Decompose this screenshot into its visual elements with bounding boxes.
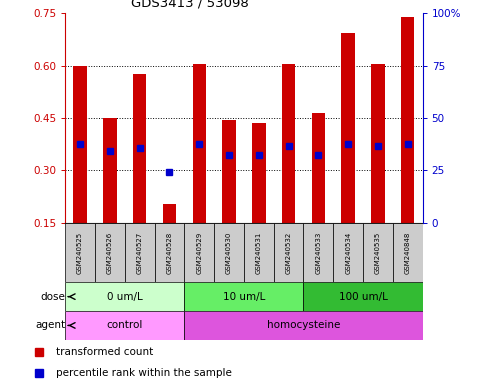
- Text: agent: agent: [35, 320, 65, 331]
- Bar: [312, 113, 325, 223]
- Bar: [103, 118, 116, 223]
- Text: GDS3413 / 53098: GDS3413 / 53098: [131, 0, 249, 9]
- Bar: [185, 282, 303, 311]
- Bar: [95, 223, 125, 282]
- Bar: [274, 223, 303, 282]
- Bar: [393, 223, 423, 282]
- Text: GSM240525: GSM240525: [77, 232, 83, 273]
- Text: GSM240528: GSM240528: [167, 231, 172, 274]
- Text: homocysteine: homocysteine: [267, 320, 340, 331]
- Bar: [133, 74, 146, 223]
- Bar: [244, 223, 274, 282]
- Text: GSM240526: GSM240526: [107, 231, 113, 274]
- Text: GSM240533: GSM240533: [315, 231, 321, 274]
- Bar: [303, 282, 423, 311]
- Bar: [333, 223, 363, 282]
- Text: 100 um/L: 100 um/L: [339, 291, 387, 302]
- Bar: [222, 120, 236, 223]
- Bar: [214, 223, 244, 282]
- Bar: [303, 223, 333, 282]
- Bar: [252, 123, 266, 223]
- Bar: [193, 64, 206, 223]
- Text: GSM240534: GSM240534: [345, 231, 351, 274]
- Text: GSM240848: GSM240848: [405, 231, 411, 274]
- Bar: [65, 223, 95, 282]
- Bar: [155, 223, 185, 282]
- Bar: [282, 64, 295, 223]
- Bar: [401, 17, 414, 223]
- Bar: [65, 311, 185, 340]
- Bar: [73, 66, 87, 223]
- Bar: [185, 311, 423, 340]
- Bar: [341, 33, 355, 223]
- Text: GSM240531: GSM240531: [256, 231, 262, 274]
- Bar: [163, 204, 176, 223]
- Text: percentile rank within the sample: percentile rank within the sample: [56, 368, 231, 378]
- Text: GSM240532: GSM240532: [285, 231, 292, 274]
- Text: transformed count: transformed count: [56, 347, 153, 357]
- Bar: [371, 64, 384, 223]
- Text: 0 um/L: 0 um/L: [107, 291, 142, 302]
- Text: dose: dose: [40, 291, 65, 302]
- Text: GSM240529: GSM240529: [196, 231, 202, 274]
- Bar: [65, 282, 185, 311]
- Text: GSM240527: GSM240527: [137, 231, 142, 274]
- Text: GSM240535: GSM240535: [375, 231, 381, 274]
- Bar: [185, 223, 214, 282]
- Text: GSM240530: GSM240530: [226, 231, 232, 274]
- Text: control: control: [107, 320, 143, 331]
- Text: 10 um/L: 10 um/L: [223, 291, 265, 302]
- Bar: [363, 223, 393, 282]
- Bar: [125, 223, 155, 282]
